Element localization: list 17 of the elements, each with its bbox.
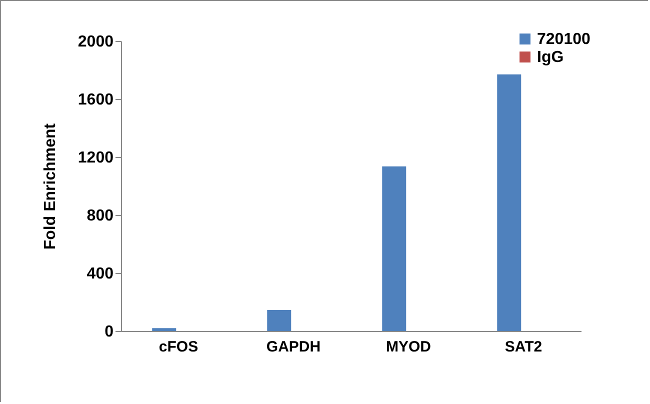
bar xyxy=(152,328,176,331)
y-axis-title: Fold Enrichment xyxy=(42,122,59,250)
y-tick-label: 1200 xyxy=(78,150,114,166)
x-tick-label: SAT2 xyxy=(504,338,542,356)
bar xyxy=(267,310,292,331)
bar xyxy=(382,166,406,331)
y-tick-label: 2000 xyxy=(78,34,114,50)
legend-label: 720100 xyxy=(537,31,590,48)
y-tick-label: 400 xyxy=(86,266,114,282)
x-tick-label: MYOD xyxy=(386,338,432,356)
y-tick-label: 1600 xyxy=(78,92,114,108)
bar xyxy=(497,74,522,331)
y-tick-label: 0 xyxy=(104,324,114,340)
legend-label: IgG xyxy=(537,49,564,66)
y-tick-label: 800 xyxy=(86,208,114,224)
x-tick-label: cFOS xyxy=(158,338,198,356)
x-tick-label: GAPDH xyxy=(266,338,321,356)
